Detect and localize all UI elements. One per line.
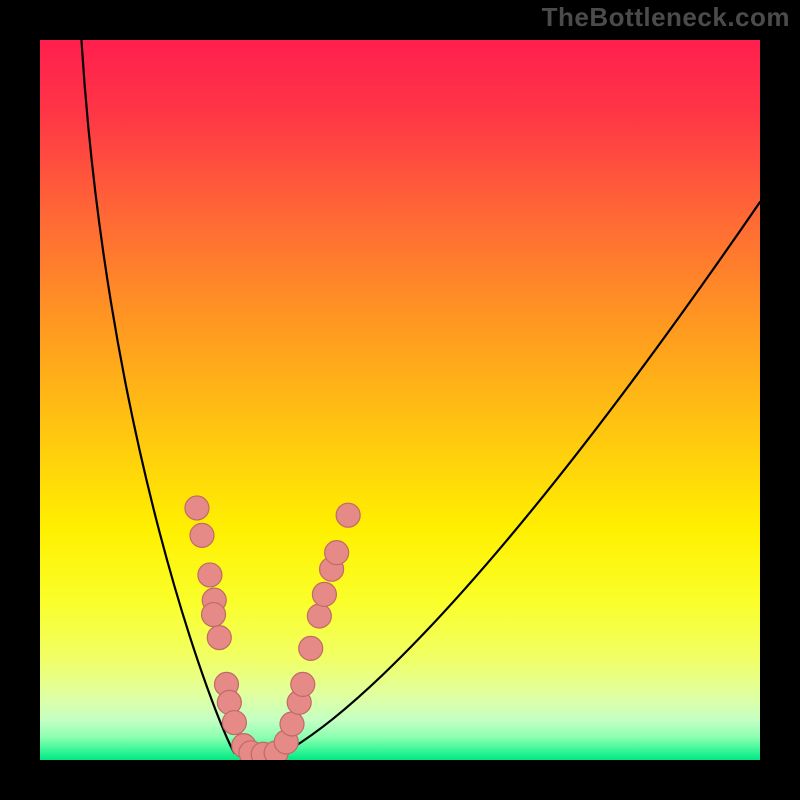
watermark-text: TheBottleneck.com	[542, 2, 790, 33]
plot-area	[40, 40, 760, 760]
chart-frame: TheBottleneck.com	[0, 0, 800, 800]
